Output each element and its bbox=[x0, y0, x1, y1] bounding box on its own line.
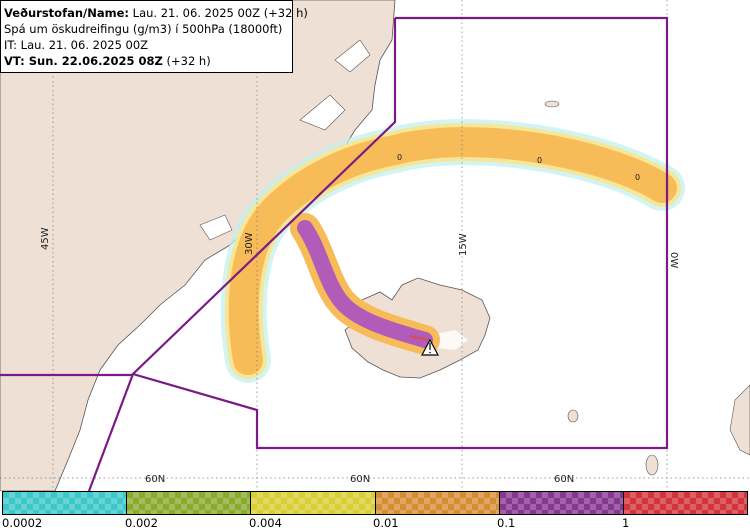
info-valid-label: VT: Sun. 22.06.2025 08Z bbox=[4, 54, 163, 68]
greenland-fjord bbox=[334, 39, 371, 73]
glacier bbox=[430, 330, 468, 350]
forecast-info-box: Veðurstofan/Name: Lau. 21. 06. 2025 00Z … bbox=[0, 0, 308, 73]
lat-label: 60N bbox=[350, 474, 370, 485]
legend-tick-label: 0.0002 bbox=[2, 516, 43, 530]
info-row-description: Spá um öskudreifingu (g/m3) í 500hPa (18… bbox=[4, 22, 283, 36]
info-row-name: Veðurstofan/Name: Lau. 21. 06. 2025 00Z … bbox=[4, 5, 308, 21]
info-valid-offset: (+32 h) bbox=[166, 54, 211, 68]
contour-label: 0 bbox=[635, 173, 640, 182]
legend-swatch bbox=[251, 492, 376, 514]
legend-swatch bbox=[3, 492, 128, 514]
map-canvas: 45W 30W 15W 0W 60N 60N 60N 0 0 0 bbox=[0, 0, 750, 491]
island bbox=[645, 454, 659, 476]
volcano-icon bbox=[421, 338, 439, 356]
fir-boundary bbox=[0, 16, 669, 491]
legend-swatch bbox=[127, 492, 252, 514]
legend-swatch bbox=[623, 492, 748, 514]
legend-tick-label: 0.004 bbox=[249, 516, 282, 530]
info-row-issue-time: IT: Lau. 21. 06. 2025 00Z bbox=[4, 38, 149, 52]
info-name-label: Veðurstofan/Name: bbox=[4, 6, 129, 20]
legend-tick-label: 0.1 bbox=[497, 516, 516, 530]
lat-label: 60N bbox=[145, 474, 165, 485]
island bbox=[567, 409, 579, 423]
legend-color-bar bbox=[2, 491, 748, 515]
legend-tick-label: 0.002 bbox=[125, 516, 158, 530]
info-name-value: Lau. 21. 06. 2025 00Z (+32 h) bbox=[132, 6, 308, 20]
lon-label: 45W bbox=[40, 227, 51, 250]
norway-coast bbox=[729, 384, 750, 456]
greenland-fjord bbox=[199, 214, 233, 241]
info-row-valid-time: VT: Sun. 22.06.2025 08Z (+32 h) bbox=[4, 53, 292, 69]
lat-label: 60N bbox=[554, 474, 574, 485]
greenland-fjord bbox=[299, 94, 346, 131]
lon-label: 0W bbox=[668, 252, 679, 268]
legend-tick-label: 1 bbox=[622, 516, 630, 530]
concentration-legend: 0.0002 0.002 0.004 0.01 0.1 1 bbox=[0, 491, 750, 532]
ash-plume bbox=[220, 119, 685, 383]
contour-label: 0 bbox=[537, 156, 542, 165]
contour-label: 0 bbox=[397, 153, 402, 162]
legend-swatch bbox=[375, 492, 500, 514]
lon-label: 15W bbox=[458, 233, 469, 256]
legend-swatch bbox=[499, 492, 624, 514]
legend-tick-label: 0.01 bbox=[373, 516, 399, 530]
lon-label: 30W bbox=[244, 232, 255, 255]
island bbox=[544, 100, 560, 108]
